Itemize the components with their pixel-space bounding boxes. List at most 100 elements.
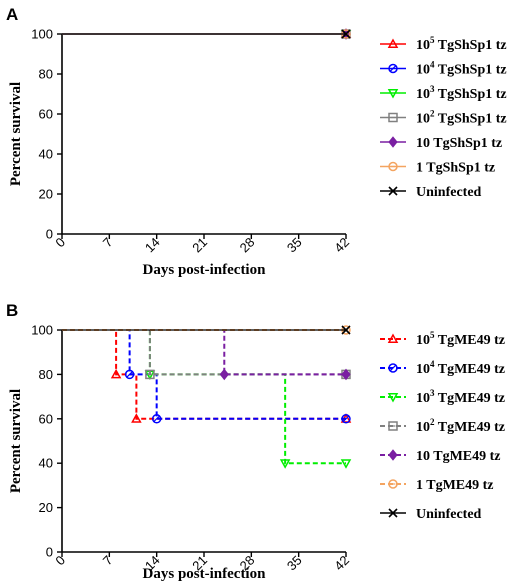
data-point-marker <box>341 29 351 39</box>
legend-label: 105 TgME49 tz <box>416 330 505 348</box>
data-point-marker-slash <box>342 415 350 423</box>
x-tick-label: 42 <box>331 553 352 574</box>
legend-item: 1 TgME49 tz <box>380 478 494 493</box>
series-line <box>62 329 346 465</box>
panel-letter: A <box>6 5 18 24</box>
data-point-marker-slash <box>126 371 133 378</box>
x-tick-label: 35 <box>284 553 305 574</box>
series-4 <box>62 329 351 381</box>
y-tick-label: 0 <box>46 227 53 242</box>
legend-label-exponent: 3 <box>430 388 435 398</box>
legend-label: 1 TgME49 tz <box>416 478 494 493</box>
legend-label-exponent: 2 <box>430 109 435 119</box>
legend-label-rest: TgShSp1 tz <box>435 63 507 78</box>
legend-label-rest: TgME49 tz <box>435 391 506 406</box>
x-tick-label: 42 <box>331 235 352 256</box>
legend-label-base: 10 <box>416 87 430 102</box>
legend-item: 1 TgShSp1 tz <box>380 161 495 176</box>
y-tick-label: 20 <box>39 187 53 202</box>
legend-marker-slash <box>389 65 397 72</box>
legend-item: 10 TgME49 tz <box>380 449 501 464</box>
legend-marker <box>388 363 398 373</box>
legend-label-exponent: 3 <box>430 84 435 94</box>
data-point-marker <box>341 325 351 335</box>
legend-label-base: Uninfected <box>416 185 482 200</box>
legend-marker <box>387 393 399 403</box>
x-axis-label: Days post-infection <box>143 262 267 278</box>
legend-label: 102 TgME49 tz <box>416 417 505 435</box>
data-point-marker-slash <box>153 415 160 423</box>
legend-marker <box>388 421 398 431</box>
data-point-marker <box>341 414 351 424</box>
y-tick-label: 40 <box>39 147 53 162</box>
legend-label-rest: TgShSp1 tz <box>435 112 507 127</box>
legend-label: 102 TgShSp1 tz <box>416 109 507 127</box>
x-tick-label: 0 <box>52 553 68 569</box>
legend-label-base: 10 <box>416 362 430 377</box>
legend-label: 1 TgShSp1 tz <box>416 161 495 176</box>
legend-label: Uninfected <box>416 185 482 200</box>
legend-label-rest: TgME49 tz <box>435 333 506 348</box>
legend-label: 105 TgShSp1 tz <box>416 35 507 53</box>
y-axis-label: Percent survival <box>8 82 24 186</box>
series-6 <box>62 29 351 39</box>
series-1 <box>62 329 351 424</box>
panel-letter: B <box>6 301 18 320</box>
legend-item: 105 TgME49 tz <box>380 330 505 348</box>
legend-label-exponent: 5 <box>430 35 435 45</box>
legend-item: Uninfected <box>380 507 482 522</box>
legend-marker <box>388 508 398 518</box>
legend-item: 103 TgShSp1 tz <box>380 84 507 102</box>
legend-label: Uninfected <box>416 507 482 522</box>
legend-marker-slash <box>389 364 397 372</box>
y-tick-label: 40 <box>39 456 53 471</box>
legend-item: 102 TgShSp1 tz <box>380 109 507 127</box>
y-tick-label: 100 <box>31 323 53 338</box>
y-tick-label: 80 <box>39 367 53 382</box>
legend-label-base: 10 <box>416 391 430 406</box>
legend-label: 104 TgShSp1 tz <box>416 60 507 78</box>
x-tick-label: 7 <box>100 553 116 569</box>
legend-label-base: 1 TgME49 tz <box>416 478 494 493</box>
legend-marker <box>388 186 398 196</box>
legend-label-exponent: 4 <box>430 60 435 70</box>
data-point-marker <box>110 368 122 379</box>
legend-label-base: 10 TgShSp1 tz <box>416 136 502 151</box>
data-point-marker <box>131 413 142 423</box>
y-tick-label: 0 <box>46 545 53 560</box>
data-point-marker <box>341 368 351 381</box>
legend-marker <box>387 38 399 48</box>
legend-item: 102 TgME49 tz <box>380 417 505 435</box>
legend-label-base: 10 TgME49 tz <box>416 449 501 464</box>
x-axis-label: Days post-infection <box>143 566 267 582</box>
legend-marker <box>388 112 398 123</box>
legend-label: 103 TgShSp1 tz <box>416 84 507 102</box>
x-tick-label: 7 <box>100 235 116 251</box>
legend-marker <box>388 449 398 461</box>
x-tick-label: 28 <box>237 235 258 256</box>
series-line <box>62 329 346 376</box>
legend-label-base: Uninfected <box>416 507 482 522</box>
data-point-marker <box>145 369 155 380</box>
series-0 <box>62 329 352 423</box>
y-axis-label: Percent survival <box>8 389 24 493</box>
y-tick-label: 20 <box>39 500 53 515</box>
legend-label-base: 10 <box>416 63 430 78</box>
legend-label: 10 TgShSp1 tz <box>416 136 502 151</box>
legend-marker <box>388 479 398 489</box>
series-3 <box>62 329 351 380</box>
series-6 <box>62 325 351 335</box>
x-tick-label: 0 <box>52 235 68 251</box>
legend-marker <box>388 161 398 172</box>
legend-item: Uninfected <box>380 185 482 200</box>
legend-item: 10 TgShSp1 tz <box>380 136 502 151</box>
x-tick-label: 21 <box>189 235 210 256</box>
legend-label-base: 1 TgShSp1 tz <box>416 161 495 176</box>
legend-item: 103 TgME49 tz <box>380 388 505 406</box>
data-point-marker <box>340 459 352 469</box>
series-2 <box>62 329 352 469</box>
